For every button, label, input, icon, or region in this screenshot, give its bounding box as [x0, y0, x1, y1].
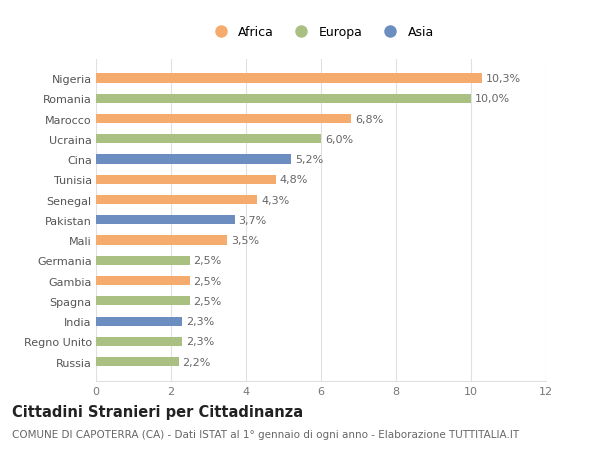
- Text: 10,0%: 10,0%: [475, 94, 510, 104]
- Text: 2,3%: 2,3%: [186, 316, 214, 326]
- Bar: [96, 256, 190, 265]
- Bar: [96, 357, 179, 366]
- Bar: [96, 115, 351, 124]
- Bar: [96, 317, 182, 326]
- Text: 4,3%: 4,3%: [261, 195, 289, 205]
- Text: 2,5%: 2,5%: [193, 276, 222, 286]
- Text: 2,3%: 2,3%: [186, 336, 214, 347]
- Bar: [96, 216, 235, 225]
- Text: 2,5%: 2,5%: [193, 296, 222, 306]
- Text: 10,3%: 10,3%: [486, 74, 521, 84]
- Text: 4,8%: 4,8%: [280, 175, 308, 185]
- Text: 3,7%: 3,7%: [239, 215, 267, 225]
- Text: COMUNE DI CAPOTERRA (CA) - Dati ISTAT al 1° gennaio di ogni anno - Elaborazione : COMUNE DI CAPOTERRA (CA) - Dati ISTAT al…: [12, 429, 519, 439]
- Text: 5,2%: 5,2%: [295, 155, 323, 165]
- Text: 2,5%: 2,5%: [193, 256, 222, 266]
- Bar: [96, 196, 257, 205]
- Bar: [96, 276, 190, 285]
- Bar: [96, 135, 321, 144]
- Legend: Africa, Europa, Asia: Africa, Europa, Asia: [203, 21, 439, 44]
- Bar: [96, 95, 471, 104]
- Text: 2,2%: 2,2%: [182, 357, 211, 367]
- Bar: [96, 155, 291, 164]
- Text: Cittadini Stranieri per Cittadinanza: Cittadini Stranieri per Cittadinanza: [12, 404, 303, 419]
- Bar: [96, 175, 276, 185]
- Bar: [96, 337, 182, 346]
- Text: 3,5%: 3,5%: [231, 235, 259, 246]
- Bar: [96, 236, 227, 245]
- Bar: [96, 297, 190, 306]
- Text: 6,8%: 6,8%: [355, 114, 383, 124]
- Bar: [96, 74, 482, 84]
- Text: 6,0%: 6,0%: [325, 134, 353, 145]
